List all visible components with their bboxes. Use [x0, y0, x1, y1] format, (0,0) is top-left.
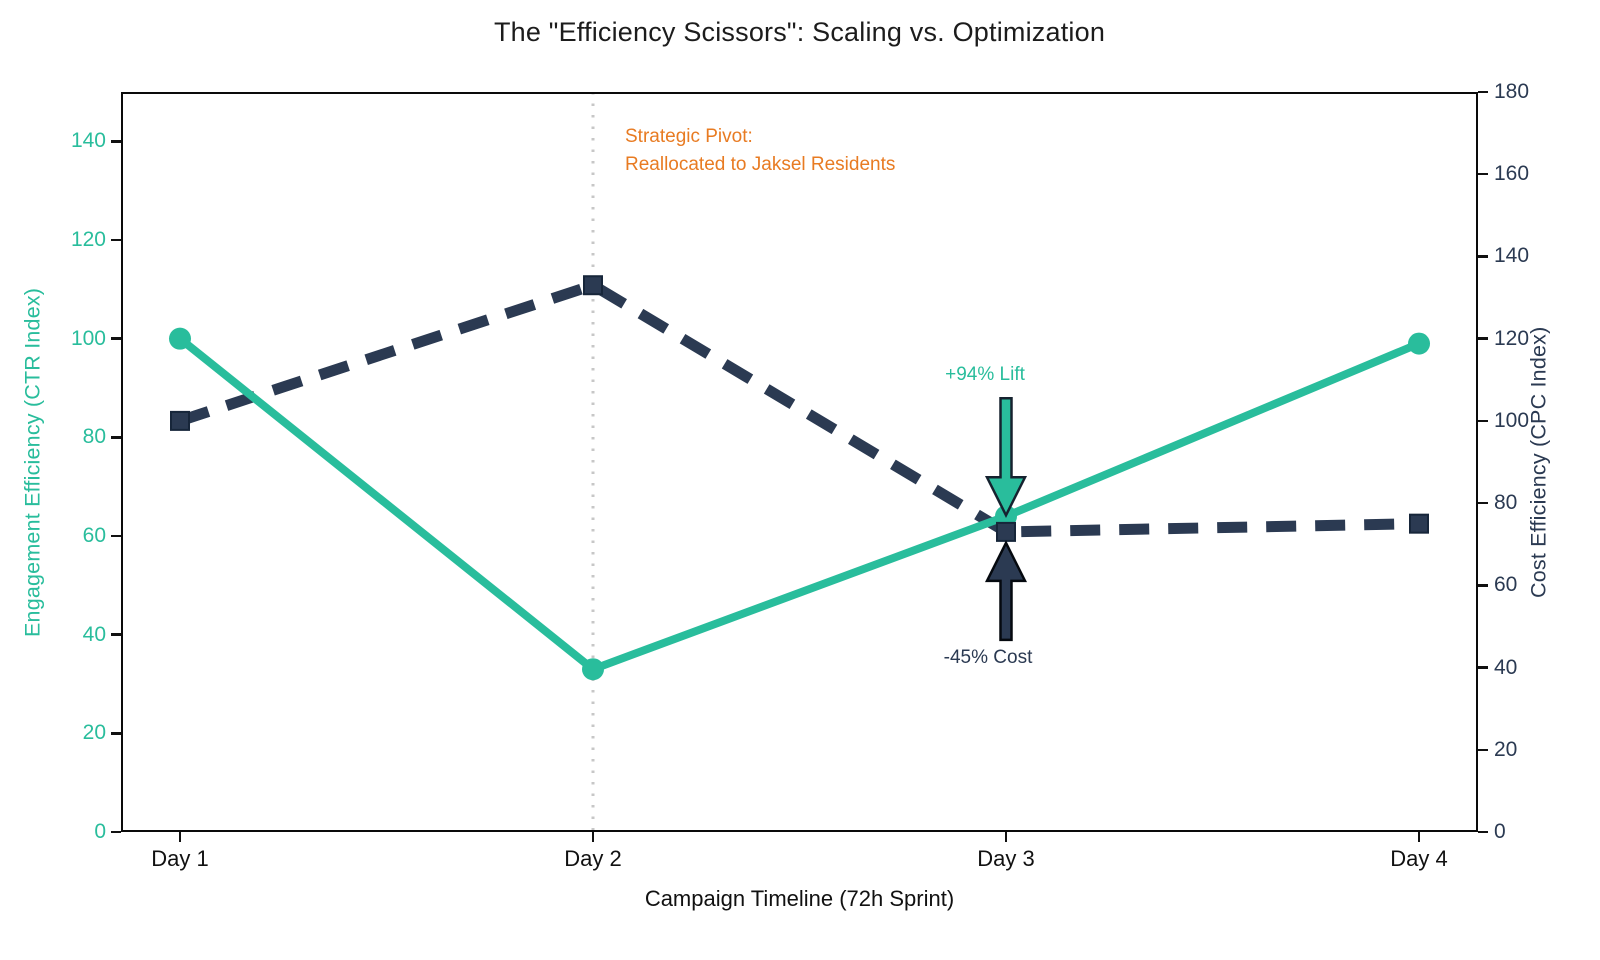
- ctr-data-point: [1408, 332, 1430, 355]
- left-axis-tick-label: 40: [82, 622, 106, 646]
- annotation-cost-label: -45% Cost: [943, 647, 1033, 668]
- right-axis-tick-label: 0: [1494, 820, 1506, 843]
- plot-area: Strategic Pivot: Reallocated to Jaksel R…: [121, 92, 1478, 832]
- left-axis-tick-mark: [111, 534, 121, 538]
- lift-arrow-down: [984, 397, 1028, 519]
- right-axis-tick-mark: [1478, 830, 1488, 834]
- ctr-data-point: [169, 327, 191, 350]
- cpc-data-point: [170, 410, 190, 431]
- right-axis-tick-label: 160: [1494, 162, 1530, 186]
- left-axis-tick-label: 120: [70, 228, 106, 251]
- right-axis-tick-mark: [1478, 172, 1488, 176]
- left-axis-tick-mark: [111, 436, 121, 439]
- left-axis-tick-mark: [111, 633, 121, 636]
- right-axis-tick-label: 140: [1494, 244, 1530, 268]
- right-axis-tick-label: 180: [1494, 80, 1530, 103]
- chart-canvas: [121, 92, 1478, 832]
- ctr-series-line: [176, 334, 1423, 674]
- x-axis-tick-mark: [1004, 832, 1008, 842]
- left-axis-tick-label: 0: [94, 820, 106, 843]
- left-axis-tick-label: 60: [82, 524, 106, 547]
- right-axis-tick-label: 20: [1494, 737, 1518, 761]
- x-axis-tick-label: Day 4: [1390, 846, 1448, 871]
- cpc-series-line: [178, 279, 1420, 538]
- pivot-note-line2: Reallocated to Jaksel Residents: [625, 154, 896, 175]
- left-axis-tick-label: 20: [82, 721, 106, 745]
- x-axis-title: Campaign Timeline (72h Sprint): [644, 886, 955, 911]
- x-axis-tick-mark: [1417, 832, 1421, 842]
- left-axis-tick-mark: [111, 238, 121, 242]
- cpc-data-point: [583, 275, 603, 296]
- right-axis-tick-label: 80: [1494, 491, 1518, 515]
- left-axis-tick-label: 100: [70, 326, 106, 350]
- annotation-strategic-pivot: Strategic Pivot: Reallocated to Jaksel R…: [625, 123, 895, 179]
- chart-title: The "Efficiency Scissors": Scaling vs. O…: [493, 17, 1106, 47]
- left-axis-tick-mark: [111, 140, 121, 143]
- right-axis-tick-mark: [1478, 584, 1488, 587]
- right-axis-tick-mark: [1478, 666, 1488, 669]
- x-axis-tick-label: Day 3: [977, 846, 1035, 871]
- right-axis-tick-label: 40: [1494, 655, 1518, 679]
- x-axis-tick-mark: [178, 832, 182, 842]
- right-axis-tick-mark: [1478, 501, 1488, 505]
- cpc-data-point: [1409, 513, 1429, 534]
- pivot-note-line1: Strategic Pivot:: [625, 126, 753, 147]
- right-axis-tick-mark: [1478, 255, 1488, 258]
- cpc-data-point: [996, 521, 1016, 542]
- right-axis-title: Cost Efficiency (CPC Index): [1526, 326, 1551, 598]
- left-axis-tick-mark: [111, 732, 121, 735]
- plot-frame: [121, 92, 1478, 832]
- right-axis-tick-label: 60: [1494, 573, 1518, 597]
- left-axis-tick-mark: [111, 830, 121, 834]
- left-axis-tick-label: 140: [70, 129, 106, 153]
- cost-arrow-up: [984, 540, 1028, 642]
- left-axis-tick-mark: [111, 337, 121, 340]
- x-axis-tick-label: Day 2: [564, 846, 622, 871]
- right-axis-tick-mark: [1478, 90, 1488, 94]
- right-axis-tick-mark: [1478, 337, 1488, 340]
- x-axis-tick-mark: [591, 832, 595, 842]
- x-axis-tick-label: Day 1: [151, 846, 209, 871]
- ctr-data-point: [582, 658, 604, 681]
- right-axis-tick-label: 100: [1494, 408, 1530, 432]
- annotation-lift-label: +94% Lift: [945, 364, 1025, 385]
- right-axis-tick-mark: [1478, 748, 1488, 752]
- right-axis-tick-mark: [1478, 419, 1488, 423]
- left-axis-tick-label: 80: [82, 425, 106, 449]
- right-axis-tick-label: 120: [1494, 326, 1530, 350]
